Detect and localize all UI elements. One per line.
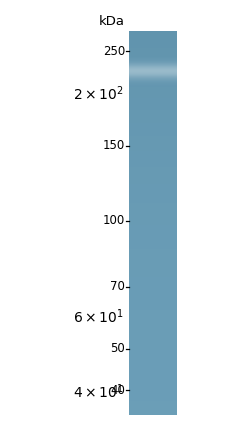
Text: 70: 70	[110, 280, 125, 293]
Text: 250: 250	[103, 44, 125, 58]
Text: 150: 150	[103, 139, 125, 152]
Text: 50: 50	[110, 342, 125, 355]
Text: kDa: kDa	[99, 16, 125, 29]
Text: 40: 40	[110, 384, 125, 397]
Text: 100: 100	[103, 214, 125, 227]
